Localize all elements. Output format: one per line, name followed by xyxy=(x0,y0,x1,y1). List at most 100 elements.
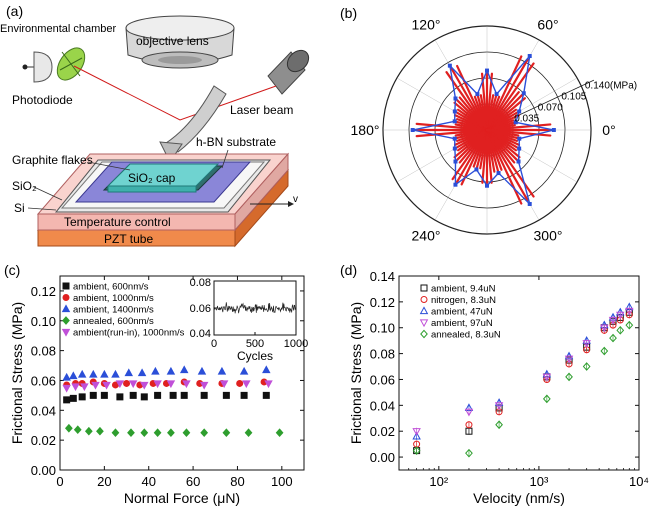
polar-blue-point xyxy=(475,92,480,97)
data-point xyxy=(464,408,474,417)
polar-angle-label: 240° xyxy=(412,228,441,244)
legend-marker xyxy=(420,329,428,339)
data-point xyxy=(182,380,191,389)
photodiode-icon xyxy=(22,47,86,83)
plot-frame xyxy=(398,275,640,471)
legend-marker xyxy=(61,328,71,337)
polar-red-segment xyxy=(485,128,535,198)
data-point xyxy=(236,379,244,387)
panel-c-tag: (c) xyxy=(4,262,20,278)
data-point xyxy=(111,369,120,378)
data-point xyxy=(102,381,111,390)
polar-blue-point xyxy=(517,109,522,114)
data-point xyxy=(116,393,124,401)
y-tick-label: 0.04 xyxy=(31,403,56,418)
inset-x-label: Cycles xyxy=(237,349,273,363)
data-point xyxy=(153,380,162,389)
data-point xyxy=(123,379,131,387)
data-point xyxy=(129,391,137,399)
legend-label: ambient, 1400nm/s xyxy=(73,305,154,316)
data-point xyxy=(179,365,189,374)
data-point xyxy=(465,448,473,458)
data-point xyxy=(217,366,227,375)
x-tick-label: 10³ xyxy=(530,474,549,489)
polar-red-segment xyxy=(485,128,523,205)
polar-blue-point xyxy=(453,182,458,187)
y-tick-label: 0.08 xyxy=(31,344,56,359)
data-point xyxy=(166,380,176,389)
y-tick-label: 0.10 xyxy=(31,314,56,329)
y-axis-label: Frictional Stress (MPa) xyxy=(9,302,25,444)
data-point xyxy=(565,372,573,382)
data-point xyxy=(200,391,208,399)
polar-blue-point xyxy=(452,146,457,151)
legend-label: ambient, 1000nm/s xyxy=(73,293,154,304)
legend-label: annealed, 600nm/s xyxy=(73,316,154,327)
data-point xyxy=(240,391,248,399)
data-point xyxy=(65,423,73,433)
data-point xyxy=(69,394,77,402)
data-point xyxy=(96,426,104,436)
legend-marker xyxy=(62,316,70,325)
label-graphite-flakes: Graphite flakes xyxy=(12,153,93,167)
data-point xyxy=(180,391,188,399)
legend-label: ambient, 47uN xyxy=(431,307,493,318)
data-point xyxy=(140,393,148,401)
data-point xyxy=(100,391,108,399)
polar-red-segment xyxy=(485,128,552,137)
velocity-arrow-icon xyxy=(288,201,294,207)
label-pzt-tube: PZT tube xyxy=(104,232,153,246)
polar-radial-label: 0.140(MPa) xyxy=(585,80,637,91)
data-point xyxy=(71,383,80,392)
data-point xyxy=(625,320,634,330)
polar-blue-point xyxy=(447,63,452,68)
data-point xyxy=(62,372,71,381)
inset-y-tick-label: 0.06 xyxy=(190,303,211,315)
inset-y-tick-label: 0.08 xyxy=(190,277,211,289)
polar-blue-point xyxy=(521,91,526,96)
legend-marker xyxy=(419,319,429,328)
polar-blue-point xyxy=(452,119,457,124)
data-point xyxy=(222,428,231,438)
data-point xyxy=(609,333,617,343)
polar-blue-point xyxy=(485,183,489,188)
label-environmental-chamber: Environmental chamber xyxy=(0,23,117,35)
y-tick-label: 0.04 xyxy=(370,398,395,413)
data-point xyxy=(89,369,98,378)
polar-blue-point xyxy=(527,54,532,59)
data-point xyxy=(77,369,87,378)
polar-radial-label: 0.070 xyxy=(538,102,563,113)
polar-blue-point xyxy=(410,128,415,132)
y-tick-label: 0.06 xyxy=(370,372,395,387)
data-point xyxy=(153,428,162,438)
data-point xyxy=(262,391,270,399)
inset-trace xyxy=(213,302,297,314)
data-point xyxy=(167,428,175,438)
data-point xyxy=(140,428,149,438)
data-point xyxy=(84,426,93,436)
legend-label: ambient(run-in), 1000nm/s xyxy=(73,328,185,339)
chart-d: 0.00 0.02 0.04 0.06 0.08 0.10 0.12 0.14 10² 10³ 10… xyxy=(348,269,649,506)
polar-blue-point xyxy=(527,201,532,206)
data-point xyxy=(80,383,89,392)
panel-d-tag: (d) xyxy=(340,262,357,278)
data-point xyxy=(73,425,82,435)
data-point xyxy=(78,393,86,401)
data-point xyxy=(600,324,609,333)
polar-radial-label: 0.035 xyxy=(514,113,539,124)
legend-marker xyxy=(62,282,70,290)
inset-x-tick-label: 1000 xyxy=(284,338,308,350)
panel-a-schematic: (a) Environmental chamber objective lens… xyxy=(0,3,310,248)
data-point xyxy=(197,366,207,375)
label-photodiode: Photodiode xyxy=(12,93,73,107)
y-tick-label: 0.14 xyxy=(370,269,395,284)
label-velocity: v xyxy=(293,194,298,205)
laser-source-icon xyxy=(267,49,310,95)
legend-label: ambient, 97uN xyxy=(431,318,493,329)
label-temperature-control: Temperature control xyxy=(64,215,171,229)
polar-blue-point xyxy=(452,136,457,141)
panel-b-tag: (b) xyxy=(340,5,357,21)
data-point xyxy=(244,428,253,438)
polar-blue-series xyxy=(410,53,556,207)
data-point xyxy=(275,428,284,438)
